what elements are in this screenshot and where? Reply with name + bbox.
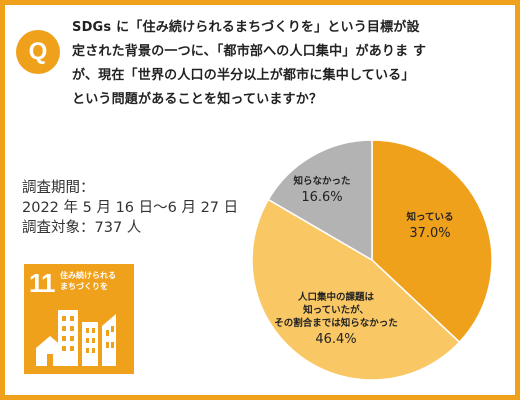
slice-value-label: 16.6% [301, 190, 342, 205]
question-line: という問題があることを知っていますか？ [72, 92, 323, 107]
slice-value-label: 46.4% [315, 332, 356, 347]
sdg-title-line: まちづくりを [60, 282, 108, 291]
question-line: 定された背景の一つに、「都市部への人口集中」がありま す [72, 44, 427, 59]
sdg-title-line: 住み続けられる [60, 271, 116, 280]
survey-period: 2022 年 5 月 16 日〜6 月 27 日 [22, 200, 239, 216]
sdg-number: 11 [29, 268, 55, 298]
question-line: が、現在「世界の人口の半分以上が都市に集中している」 [72, 68, 415, 83]
survey-period-label: 調査期間： [22, 180, 95, 196]
slice-label: 人口集中の課題は [298, 291, 375, 303]
pie-slice [267, 139, 373, 262]
question-badge: Q [16, 30, 60, 74]
survey-target: 調査対象：737 人 [22, 220, 142, 236]
question-line: SDGs に「住み続けられるまちづくりを」という目標が設 [72, 20, 420, 35]
sdg-title: 住み続けられる まちづくりを [60, 270, 116, 292]
pie-slice [371, 139, 493, 344]
slice-label: 知っていたが、 [302, 304, 369, 316]
sdg-goal-tile: 11 住み続けられる まちづくりを [24, 264, 134, 374]
survey-info: 調査期間： 2022 年 5 月 16 日〜6 月 27 日 調査対象：737 … [22, 178, 238, 238]
question-text: SDGs に「住み続けられるまちづくりを」という目標が設 定された背景の一つに、… [72, 16, 512, 112]
slice-label: 知らなかった [292, 175, 350, 187]
pie-slice [251, 198, 461, 381]
slice-label: その割合までは知らなかった [274, 317, 398, 329]
slice-value-label: 37.0% [409, 226, 450, 241]
slice-label: 知っている [405, 211, 453, 223]
city-buildings-icon [36, 310, 116, 366]
